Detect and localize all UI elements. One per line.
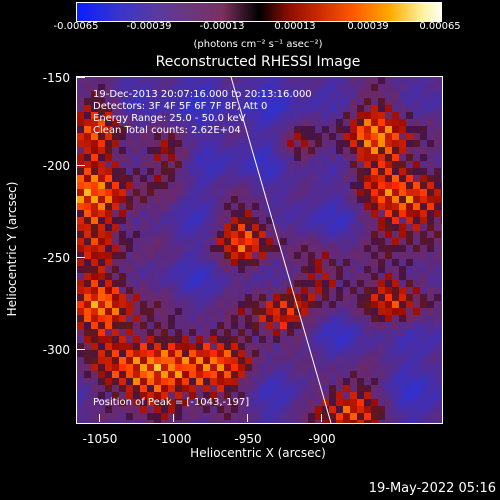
x-tick-mark — [321, 414, 322, 422]
y-tick-mark — [77, 257, 85, 258]
y-tick-label: -300 — [42, 343, 70, 357]
y-axis-label-text: Heliocentric Y (arcsec) — [5, 181, 19, 317]
footer-date: 19-May-2022 05:16 — [368, 481, 496, 496]
y-tick-label: -150 — [42, 71, 70, 85]
colorbar-tick: 0.00039 — [347, 21, 389, 32]
x-tick-mark — [173, 414, 174, 422]
x-tick-label: -1050 — [82, 432, 118, 446]
x-tick-mark — [99, 414, 100, 422]
colorbar — [76, 2, 442, 22]
image-plot-area: 19-Dec-2013 20:07:16.000 to 20:13:16.000… — [76, 76, 443, 424]
energy-range-text: Energy Range: 25.0 - 50.0 keV — [93, 113, 246, 124]
method-counts-text: Clean Total counts: 2.62E+04 — [93, 125, 241, 136]
x-tick-label: -900 — [308, 432, 336, 446]
time-range-text: 19-Dec-2013 20:07:16.000 to 20:13:16.000 — [93, 89, 312, 100]
colorbar-tick: 0.00065 — [419, 21, 461, 32]
colorbar-tick: -0.00013 — [199, 21, 245, 32]
x-tick-mark — [247, 414, 248, 422]
peak-position-text: Position of Peak = [-1043,-197] — [93, 397, 250, 408]
y-tick-mark — [77, 165, 85, 166]
plot-title: Reconstructed RHESSI Image — [155, 54, 361, 70]
colorbar-unit-label: (photons cm⁻² s⁻¹ asec⁻²) — [193, 39, 323, 50]
colorbar-tick: 0.00013 — [274, 21, 316, 32]
y-tick-label: -250 — [42, 251, 70, 265]
y-tick-label: -200 — [42, 159, 70, 173]
y-tick-mark — [77, 77, 85, 78]
x-tick-label: -1000 — [156, 432, 192, 446]
x-tick-label: -950 — [234, 432, 262, 446]
y-tick-mark — [77, 349, 85, 350]
colorbar-tick: -0.00065 — [53, 21, 99, 32]
colorbar-tick: -0.00039 — [126, 21, 172, 32]
detectors-text: Detectors: 3F 4F 5F 6F 7F 8F, Att 0 — [93, 101, 268, 112]
x-axis-label: Heliocentric X (arcsec) — [190, 446, 326, 460]
